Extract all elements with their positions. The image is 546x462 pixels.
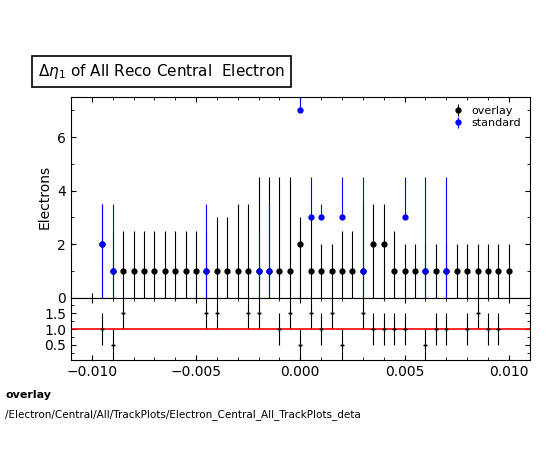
Y-axis label: Electrons: Electrons [38, 165, 52, 230]
Legend: overlay, standard: overlay, standard [447, 103, 524, 132]
Text: overlay: overlay [5, 390, 51, 401]
Text: $\Delta\eta_1$ of All Reco Central  Electron: $\Delta\eta_1$ of All Reco Central Elect… [38, 62, 285, 81]
Text: /Electron/Central/All/TrackPlots/Electron_Central_All_TrackPlots_deta: /Electron/Central/All/TrackPlots/Electro… [5, 409, 361, 420]
